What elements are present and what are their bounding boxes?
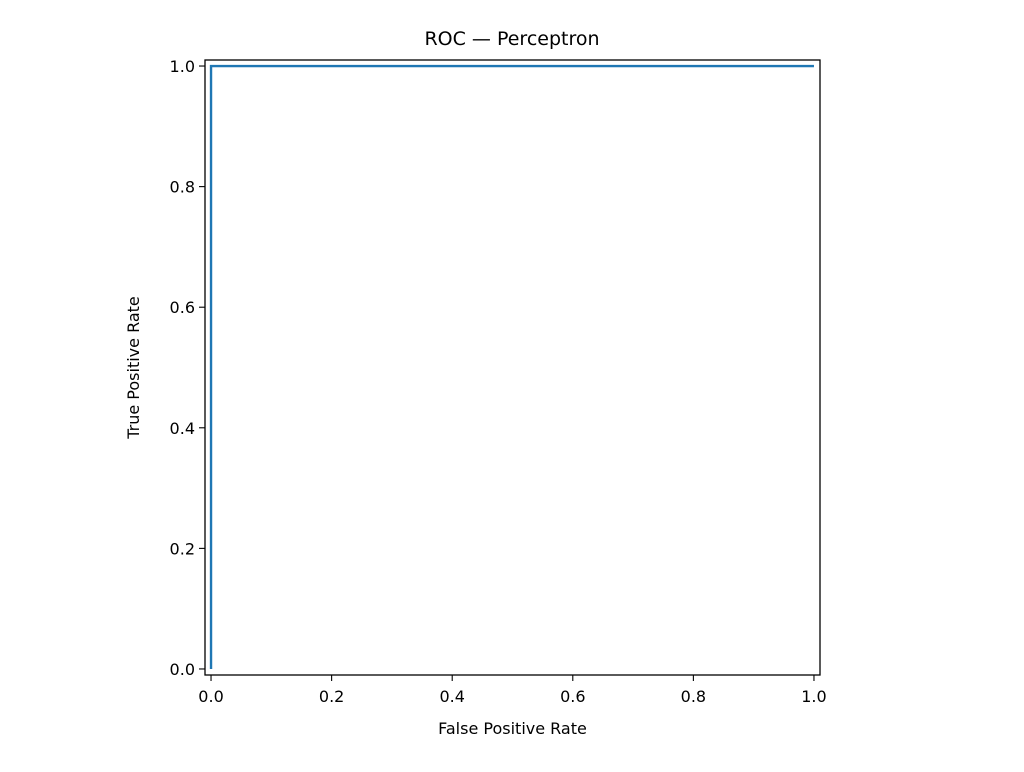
y-tick-label: 0.6 bbox=[170, 298, 195, 317]
roc-curve-line-0 bbox=[209, 64, 814, 669]
y-tick-label: 0.4 bbox=[170, 419, 195, 438]
x-tick-label: 0.0 bbox=[198, 687, 223, 706]
x-tick-label: 0.6 bbox=[560, 687, 585, 706]
x-axis-label: False Positive Rate bbox=[438, 719, 587, 738]
x-axis-ticks: 0.0 0.2 0.4 0.6 0.8 1.0 bbox=[198, 675, 827, 706]
y-axis-ticks: 0.0 0.2 0.4 0.6 0.8 1.0 bbox=[170, 57, 205, 679]
y-tick-label: 0.8 bbox=[170, 178, 195, 197]
plot-frame bbox=[204, 59, 821, 676]
x-tick-label: 1.0 bbox=[801, 687, 826, 706]
y-tick-label: 0.0 bbox=[170, 660, 195, 679]
chart-title: ROC — Perceptron bbox=[424, 28, 599, 50]
x-tick-label: 0.8 bbox=[681, 687, 706, 706]
x-tick-label: 0.4 bbox=[439, 687, 464, 706]
x-tick-label: 0.2 bbox=[319, 687, 344, 706]
y-axis-label: True Positive Rate bbox=[124, 296, 143, 440]
y-tick-label: 0.2 bbox=[170, 539, 195, 558]
y-tick-label: 1.0 bbox=[170, 57, 195, 76]
series-layer bbox=[209, 64, 814, 669]
